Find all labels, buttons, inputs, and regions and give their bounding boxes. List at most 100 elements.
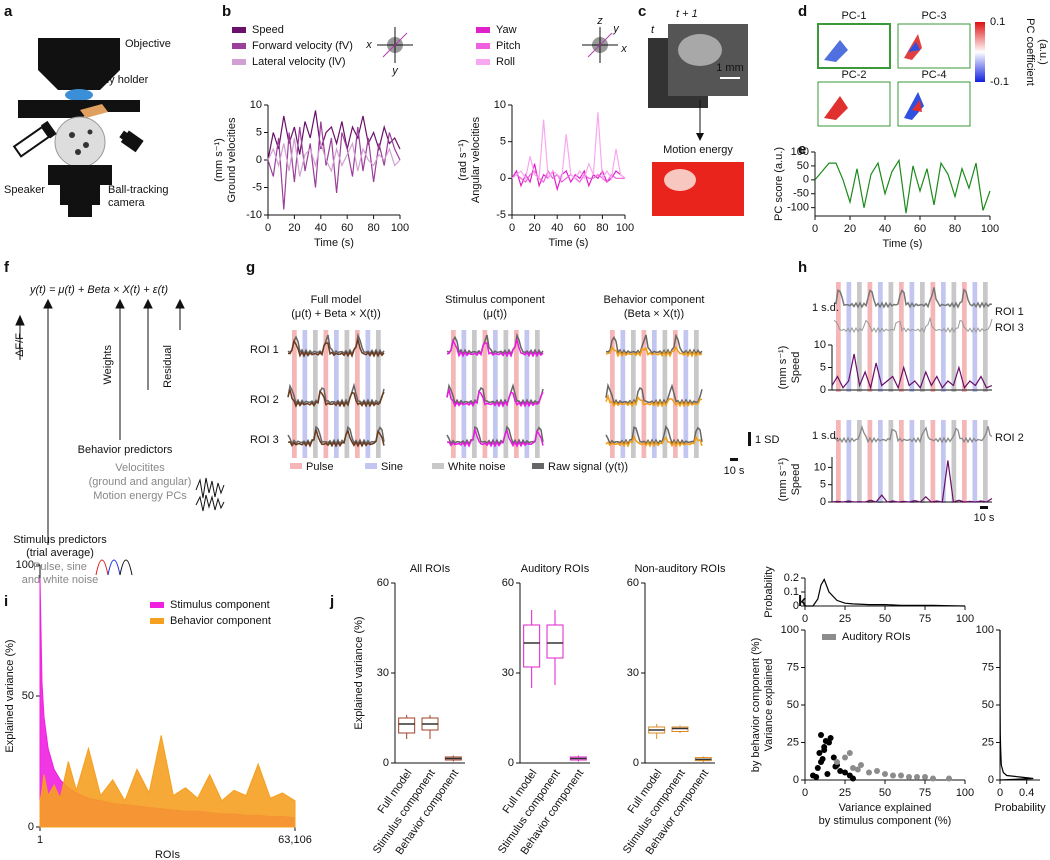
colorbar-label: PC coefficient xyxy=(1024,18,1036,86)
legend-swatch xyxy=(476,43,490,49)
column-formula: (μ(t) + Beta × X(t)) xyxy=(291,308,380,320)
x-tick-label: 20 xyxy=(844,223,856,235)
stimulus-band xyxy=(857,420,862,503)
panel-letter: k xyxy=(798,593,807,610)
y-tick-label: -5 xyxy=(252,181,262,193)
x-axis-label: Variance explained xyxy=(839,802,932,814)
chart-title: All ROIs xyxy=(410,563,451,575)
x-tick-label: 1 xyxy=(37,834,43,846)
icon-axis xyxy=(587,32,613,58)
y-axis-label: Explained variance (%) xyxy=(353,616,365,729)
y-tick-label: 100 xyxy=(791,146,809,158)
frame-label: t xyxy=(651,24,655,36)
stimulus-band xyxy=(983,420,988,503)
trace xyxy=(287,332,385,356)
stimulus-band xyxy=(951,420,957,503)
y-tick-label: 0 xyxy=(28,821,34,833)
scatter-point xyxy=(946,775,952,782)
model-arrows xyxy=(15,298,225,576)
legend-label: Stimulus component xyxy=(170,599,270,611)
stimulus-band xyxy=(493,330,498,458)
stimulus-band xyxy=(846,282,852,392)
rig-label: Objective xyxy=(125,38,171,50)
stimulus-band xyxy=(962,282,967,392)
scatter-point xyxy=(874,768,880,774)
y-tick-label: 0 xyxy=(793,600,799,612)
y-tick-label: 75 xyxy=(982,661,994,673)
x-tick-label: 100 xyxy=(956,787,974,799)
line xyxy=(999,629,1034,781)
y-tick-label: 100 xyxy=(16,559,34,571)
stimulus-band xyxy=(461,330,467,458)
trace xyxy=(833,287,993,309)
y-tick-label: 60 xyxy=(377,577,389,589)
scatter-point xyxy=(814,765,821,771)
y-tick-label: 50 xyxy=(22,690,34,702)
scatter-point xyxy=(832,763,839,770)
panel-letter: f xyxy=(4,259,10,276)
stimulus-band xyxy=(694,330,699,458)
line xyxy=(511,112,626,181)
y-axis-label: Ground velocities xyxy=(226,117,238,202)
stimulus-band xyxy=(683,330,689,458)
stimulus-band xyxy=(355,330,360,458)
y-axis-label: PC score (a.u.) xyxy=(773,147,785,221)
stimulus-band xyxy=(941,282,946,392)
roi-label: ROI 1 xyxy=(995,306,1024,318)
icon-label: y xyxy=(391,65,399,77)
scale-label: 1 s.d. xyxy=(812,302,839,314)
chart-title: Auditory ROIs xyxy=(521,563,590,575)
y-tick-label: 75 xyxy=(787,661,799,673)
legend-label: Pulse xyxy=(306,461,334,473)
area xyxy=(39,735,296,828)
scatter-point xyxy=(830,754,837,761)
x-axis-label: by stimulus component (%) xyxy=(819,815,952,827)
legend-label: Pitch xyxy=(496,40,520,52)
stimulus-band xyxy=(899,282,904,392)
stimulus-title: (trial average) xyxy=(26,547,94,559)
legend-swatch xyxy=(432,463,444,469)
x-axis-label: Time (s) xyxy=(883,238,923,250)
rig-label: Fly holder xyxy=(100,74,149,86)
scatter-point xyxy=(824,771,831,777)
stimulus-band xyxy=(951,282,957,392)
panel-letter: h xyxy=(798,259,807,276)
stimulus-band xyxy=(292,330,297,458)
equation: y(t) = μ(t) + Beta × X(t) + ε(t) xyxy=(29,284,168,296)
x-tick-label: 20 xyxy=(288,222,300,234)
behavior-title: Behavior predictors xyxy=(78,444,173,456)
behavior-item: Motion energy PCs xyxy=(93,490,187,502)
stimulus-band xyxy=(888,420,894,503)
y-tick-label: 0 xyxy=(508,757,514,769)
stimulus-band xyxy=(514,330,519,458)
colorbar-label: (a.u.) xyxy=(1037,39,1049,65)
scale-label: 10 s xyxy=(974,512,995,524)
box xyxy=(523,624,541,668)
x-tick-label: 100 xyxy=(981,223,999,235)
colorbar-tick: -0.1 xyxy=(990,76,1009,88)
x-tick-label: 25 xyxy=(839,613,851,625)
scatter-point xyxy=(850,765,856,771)
pc-name: PC-2 xyxy=(841,69,866,81)
scatter-point xyxy=(837,768,844,774)
scatter-point xyxy=(816,750,823,756)
legend-swatch xyxy=(822,634,836,640)
trace xyxy=(605,382,703,406)
y-tick-label: -5 xyxy=(496,209,506,221)
scatter-point xyxy=(930,775,936,782)
y-tick-label: 0 xyxy=(500,172,506,184)
chart-title: Non-auditory ROIs xyxy=(634,563,726,575)
stimulus-band xyxy=(888,282,894,392)
stimulus-band xyxy=(972,420,978,503)
y-tick-label: 0 xyxy=(383,757,389,769)
x-tick-label: 40 xyxy=(315,222,327,234)
trace xyxy=(287,425,385,446)
y-axis-label: Variance explained xyxy=(763,659,775,752)
rig-label: Speaker xyxy=(4,184,45,196)
line xyxy=(814,158,991,214)
panel-letter: j xyxy=(329,593,334,610)
residual-label: Residual xyxy=(162,345,174,388)
stimulus-band xyxy=(972,282,978,392)
colorbar-tick: 0.1 xyxy=(990,16,1005,28)
roi-label: ROI 2 xyxy=(250,394,279,406)
